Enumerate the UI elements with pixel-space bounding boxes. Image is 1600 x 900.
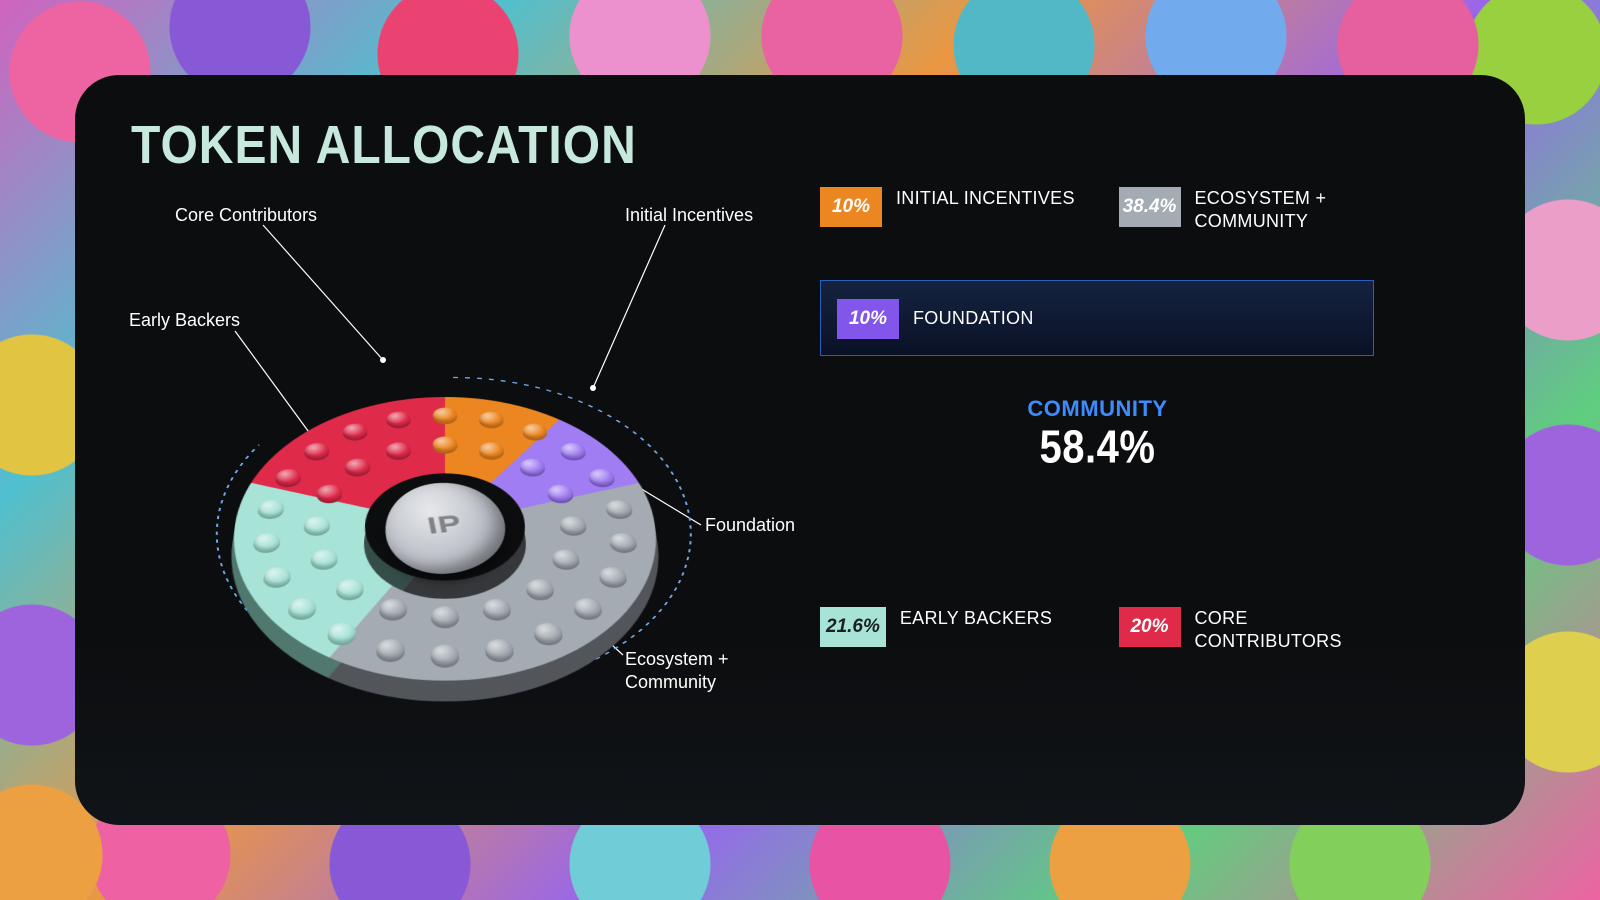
donut-chart: Core Contributors Initial Incentives Ear…: [105, 185, 815, 785]
legend-chip: 38.4%: [1119, 187, 1181, 227]
legend-item-ecosystem-community: 38.4% ECOSYSTEM + COMMUNITY: [1119, 187, 1376, 232]
legend-item-initial-incentives: 10% INITIAL INCENTIVES: [820, 187, 1077, 232]
legend-item-core-contributors: 20% CORE CONTRIBUTORS: [1119, 607, 1376, 652]
legend-label: CORE CONTRIBUTORS: [1195, 607, 1376, 652]
legend-chip: 10%: [837, 299, 899, 339]
legend-label: EARLY BACKERS: [900, 607, 1052, 630]
callout-core-contributors: Core Contributors: [175, 205, 317, 226]
callout-initial-incentives: Initial Incentives: [625, 205, 753, 226]
community-percent: 58.4%: [820, 422, 1375, 474]
page-title: TOKEN ALLOCATION: [131, 115, 1469, 177]
legend-row-1: 10% INITIAL INCENTIVES 38.4% ECOSYSTEM +…: [820, 187, 1375, 232]
legend-label: FOUNDATION: [913, 299, 1034, 330]
legend-item-early-backers: 21.6% EARLY BACKERS: [820, 607, 1077, 652]
legend-label: INITIAL INCENTIVES: [896, 187, 1075, 210]
legend-label: ECOSYSTEM + COMMUNITY: [1195, 187, 1376, 232]
main-panel: TOKEN ALLOCATION Core Contributors Initi…: [75, 75, 1525, 825]
legend-highlight-foundation: 10% FOUNDATION: [820, 280, 1374, 356]
legend-chip: 21.6%: [820, 607, 886, 647]
community-title: COMMUNITY: [820, 396, 1375, 422]
community-summary: COMMUNITY 58.4%: [820, 396, 1375, 467]
legend-chip: 20%: [1119, 607, 1181, 647]
callout-foundation: Foundation: [705, 515, 795, 536]
callout-early-backers: Early Backers: [129, 310, 240, 331]
donut-3d: IP: [212, 397, 677, 681]
legend: 10% INITIAL INCENTIVES 38.4% ECOSYSTEM +…: [820, 187, 1375, 652]
legend-chip: 10%: [820, 187, 882, 227]
legend-row-2: 21.6% EARLY BACKERS 20% CORE CONTRIBUTOR…: [820, 607, 1375, 652]
